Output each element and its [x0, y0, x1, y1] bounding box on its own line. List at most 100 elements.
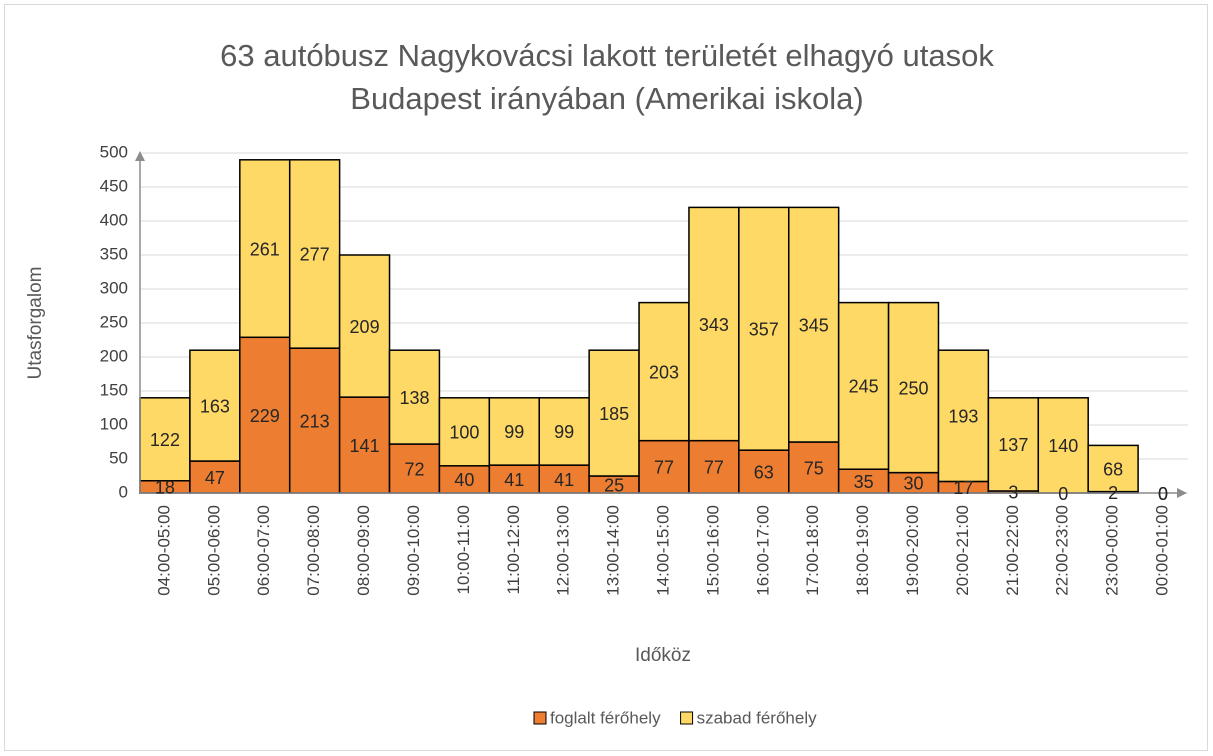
x-tick-label: 00:00-01:00	[1153, 505, 1172, 596]
y-tick-label: 150	[100, 380, 128, 399]
data-label: 209	[350, 317, 380, 337]
bar-segment	[987, 397, 1040, 492]
data-label: 63	[754, 462, 774, 482]
bar-segment	[338, 396, 391, 494]
data-label: 75	[804, 458, 824, 478]
data-label: 3	[1008, 483, 1018, 503]
data-label: 72	[404, 459, 424, 479]
data-label: 122	[150, 430, 180, 450]
data-label: 261	[250, 239, 280, 259]
x-tick-label: 07:00-08:00	[304, 505, 323, 596]
x-tick-label: 20:00-21:00	[953, 505, 972, 596]
data-label: 77	[704, 458, 724, 478]
axes	[135, 151, 1187, 498]
y-tick-label: 400	[100, 210, 128, 229]
data-label: 17	[953, 478, 973, 498]
data-label: 137	[998, 435, 1028, 455]
x-tick-label: 08:00-09:00	[354, 505, 373, 596]
bar-segment	[488, 397, 540, 466]
y-tick-label: 0	[119, 482, 128, 501]
x-axis-label: Időköz	[635, 645, 691, 666]
bar-segment	[738, 206, 790, 451]
bar-segment	[887, 301, 940, 474]
x-tick-label: 15:00-16:00	[703, 505, 722, 596]
bar-segment	[388, 349, 441, 445]
chart-title: 63 autóbusz Nagykovácsi lakott területét…	[220, 38, 994, 73]
bar-segment	[438, 397, 491, 467]
legend-label: szabad férőhely	[697, 708, 818, 727]
y-tick-label: 350	[100, 244, 128, 263]
data-label: 47	[205, 468, 225, 488]
data-label: 99	[504, 422, 524, 442]
bar-segment	[288, 347, 341, 494]
x-tick-label: 21:00-22:00	[1003, 505, 1022, 596]
bar-segment	[189, 460, 241, 494]
x-tick-label: 22:00-23:00	[1053, 505, 1072, 596]
bar-segment	[588, 349, 640, 477]
data-label: 25	[604, 475, 624, 495]
labels: 04:00-05:00 18 122 05:00-06:00 47 163 06:00-07…	[150, 239, 1172, 595]
y-tick-label: 500	[100, 142, 128, 161]
data-label: 0	[1058, 484, 1068, 504]
x-axis-arrow	[1177, 488, 1187, 498]
data-label: 140	[1048, 436, 1078, 456]
y-axis-arrow	[135, 151, 145, 161]
data-label: 213	[300, 411, 330, 431]
data-label: 0	[1158, 484, 1168, 504]
bar-segment	[288, 159, 341, 349]
chart-title: Budapest irányában (Amerikai iskola)	[350, 81, 863, 116]
data-label: 343	[699, 315, 729, 335]
legend-swatch	[533, 711, 547, 725]
data-label: 185	[599, 404, 629, 424]
x-tick-label: 12:00-13:00	[554, 505, 573, 596]
data-label: 0	[1158, 484, 1168, 504]
x-tick-label: 06:00-07:00	[254, 505, 273, 596]
x-tick-label: 10:00-11:00	[454, 505, 473, 594]
x-tick-label: 17:00-18:00	[803, 505, 822, 596]
x-tick-label: 14:00-15:00	[653, 505, 672, 596]
y-tick-label: 50	[109, 448, 128, 467]
bar-segment	[538, 397, 590, 466]
bar-segment	[837, 301, 890, 470]
data-label: 68	[1103, 459, 1123, 479]
data-label: 203	[649, 362, 679, 382]
x-tick-label: 18:00-19:00	[853, 505, 872, 596]
bar-segment	[338, 254, 391, 398]
x-tick-label: 11:00-12:00	[504, 505, 523, 594]
x-tick-label: 13:00-14:00	[604, 505, 623, 596]
data-label: 193	[948, 407, 978, 427]
x-tick-label: 04:00-05:00	[154, 505, 173, 596]
bar-segment	[638, 439, 690, 494]
y-tick-label: 300	[100, 278, 128, 297]
y-tick-label: 250	[100, 312, 128, 331]
data-label: 250	[899, 378, 929, 398]
data-label: 41	[504, 470, 524, 490]
legend-swatch	[680, 711, 694, 725]
data-label: 99	[554, 422, 574, 442]
x-tick-label: 05:00-06:00	[204, 505, 223, 596]
x-tick-label: 23:00-00:00	[1103, 505, 1122, 596]
y-tick-label: 450	[100, 176, 128, 195]
x-tick-label: 19:00-20:00	[903, 505, 922, 596]
data-label: 35	[854, 472, 874, 492]
data-label: 138	[399, 388, 429, 408]
bar-segment	[788, 206, 840, 443]
data-label: 245	[849, 377, 879, 397]
data-label: 163	[200, 396, 230, 416]
bar-segment	[1087, 444, 1139, 493]
data-label: 229	[250, 406, 280, 426]
data-label: 77	[654, 458, 674, 478]
bar-segment	[688, 206, 740, 442]
bar-segment	[438, 465, 491, 494]
data-label: 345	[799, 315, 829, 335]
data-label: 277	[300, 245, 330, 265]
data-label: 40	[454, 470, 474, 490]
data-label: 100	[449, 423, 479, 443]
bar-segment	[1037, 397, 1089, 494]
x-tick-label: 16:00-17:00	[753, 505, 772, 596]
data-label: 357	[749, 320, 779, 340]
data-label: 141	[350, 436, 380, 456]
legend: foglalt férőhely szabad férőhely	[533, 708, 818, 727]
legend-label: foglalt férőhely	[550, 708, 661, 727]
